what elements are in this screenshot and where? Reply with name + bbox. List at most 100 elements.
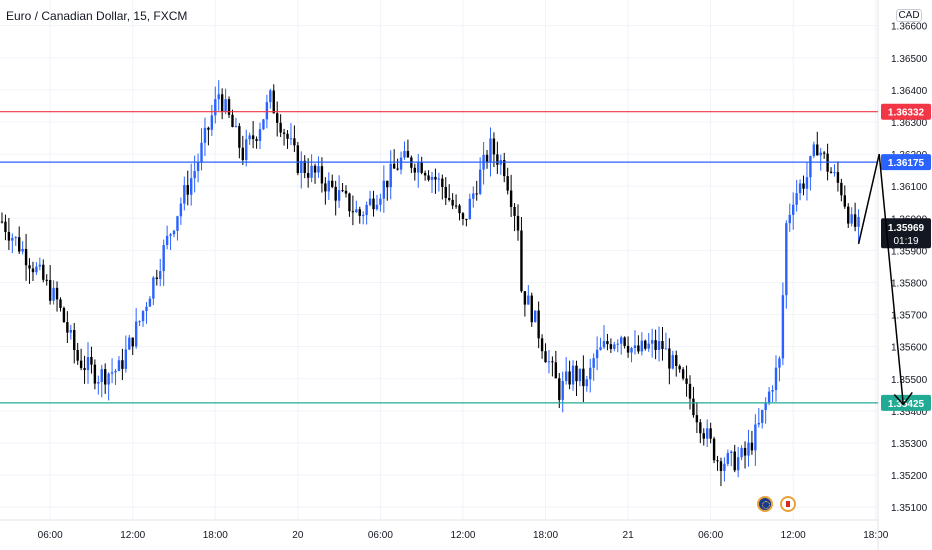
candle-body [534, 310, 537, 323]
currency-label[interactable]: CAD [896, 9, 922, 22]
candle-body [18, 237, 21, 252]
candle-body [214, 99, 217, 116]
candle-body [496, 154, 499, 165]
candle-body [740, 447, 743, 458]
candle-body [771, 390, 774, 392]
candle-body [334, 186, 337, 201]
candle-body [220, 94, 224, 112]
candle-body [444, 186, 447, 199]
candle-body [568, 371, 571, 385]
x-tick-label: 20 [292, 530, 304, 541]
candle-body [812, 144, 816, 157]
canada-flag-icon[interactable] [780, 496, 796, 512]
candle-body [286, 133, 289, 139]
candle-body [279, 122, 282, 133]
candle-body [389, 163, 392, 188]
candle-body [100, 369, 103, 382]
candle-body [795, 193, 798, 205]
candle-body [554, 362, 558, 379]
arrow-head [893, 391, 913, 406]
candle-body [372, 198, 375, 210]
candle-body [527, 295, 530, 305]
candle-body [706, 428, 709, 439]
candle-body [392, 163, 396, 169]
candle-body [296, 145, 300, 174]
candle-body [633, 345, 637, 349]
candle-body [327, 180, 330, 192]
candle-body [341, 190, 344, 192]
candle-body [836, 172, 840, 183]
candle-body [441, 178, 444, 187]
eu-flag-icon[interactable] [757, 496, 773, 512]
candle-body [134, 321, 138, 347]
candle-body [516, 215, 520, 231]
candle-body [558, 378, 561, 400]
y-tick-label: 1.36600 [891, 22, 928, 33]
candle-body [159, 271, 162, 279]
y-tick-label: 1.36100 [891, 182, 928, 193]
candle-body [802, 183, 805, 189]
candle-body [654, 340, 657, 350]
candle-body [798, 183, 802, 194]
x-tick-label: 06:00 [38, 530, 63, 541]
candle-body [503, 160, 506, 177]
candle-body [293, 138, 296, 146]
candle-body [11, 237, 14, 241]
candle-body [386, 180, 389, 188]
candle-body [97, 381, 100, 384]
candle-body [644, 340, 647, 349]
candle-body [850, 214, 853, 224]
candle-body [785, 223, 788, 296]
candle-body [822, 152, 826, 154]
candle-body [344, 190, 348, 194]
candle-body [788, 214, 791, 224]
y-tick-label: 1.35100 [891, 503, 928, 514]
candle-body [423, 172, 427, 176]
candle-body [478, 169, 482, 194]
candle-body [93, 364, 97, 384]
candle-body [681, 369, 685, 379]
candle-body [647, 343, 650, 349]
candle-body [585, 379, 588, 387]
candle-body [578, 368, 582, 382]
candle-body [379, 198, 382, 205]
candle-body [28, 265, 31, 269]
x-tick-label: 18:00 [203, 530, 228, 541]
y-tick-label: 1.36500 [891, 54, 928, 65]
x-tick-label: 12:00 [450, 530, 475, 541]
candle-body [761, 409, 764, 423]
candle-body [736, 457, 740, 471]
candle-body [255, 139, 258, 141]
candle-body [833, 172, 836, 174]
candle-body [427, 175, 430, 180]
candle-body [454, 205, 458, 207]
x-tick-label: 06:00 [368, 530, 393, 541]
candle-body [231, 114, 234, 127]
y-tick-label: 1.35200 [891, 471, 928, 482]
candle-body [472, 193, 475, 199]
symbol-title[interactable]: Euro / Canadian Dollar, 15, FXCM [6, 9, 188, 23]
candle-body [853, 214, 857, 227]
x-tick-label: 18:00 [533, 530, 558, 541]
projection-path[interactable] [857, 153, 905, 405]
candle-body [169, 234, 172, 236]
candle-body [417, 162, 420, 173]
candle-body [781, 295, 785, 359]
candle-body [695, 415, 699, 423]
candle-body [52, 287, 55, 301]
candle-body [489, 138, 492, 163]
candle-body [107, 373, 110, 385]
candle-body [355, 209, 358, 213]
candle-body [31, 268, 35, 273]
candle-body [248, 135, 251, 140]
last-price-label: 1.35969 [888, 223, 925, 234]
candle-body [458, 205, 461, 214]
candle-body [324, 183, 327, 192]
candle-body [337, 190, 341, 201]
candle-body [767, 391, 771, 403]
candle-body [45, 279, 48, 281]
candle-body [774, 367, 778, 391]
candle-body [117, 360, 121, 371]
candle-body [589, 367, 592, 380]
